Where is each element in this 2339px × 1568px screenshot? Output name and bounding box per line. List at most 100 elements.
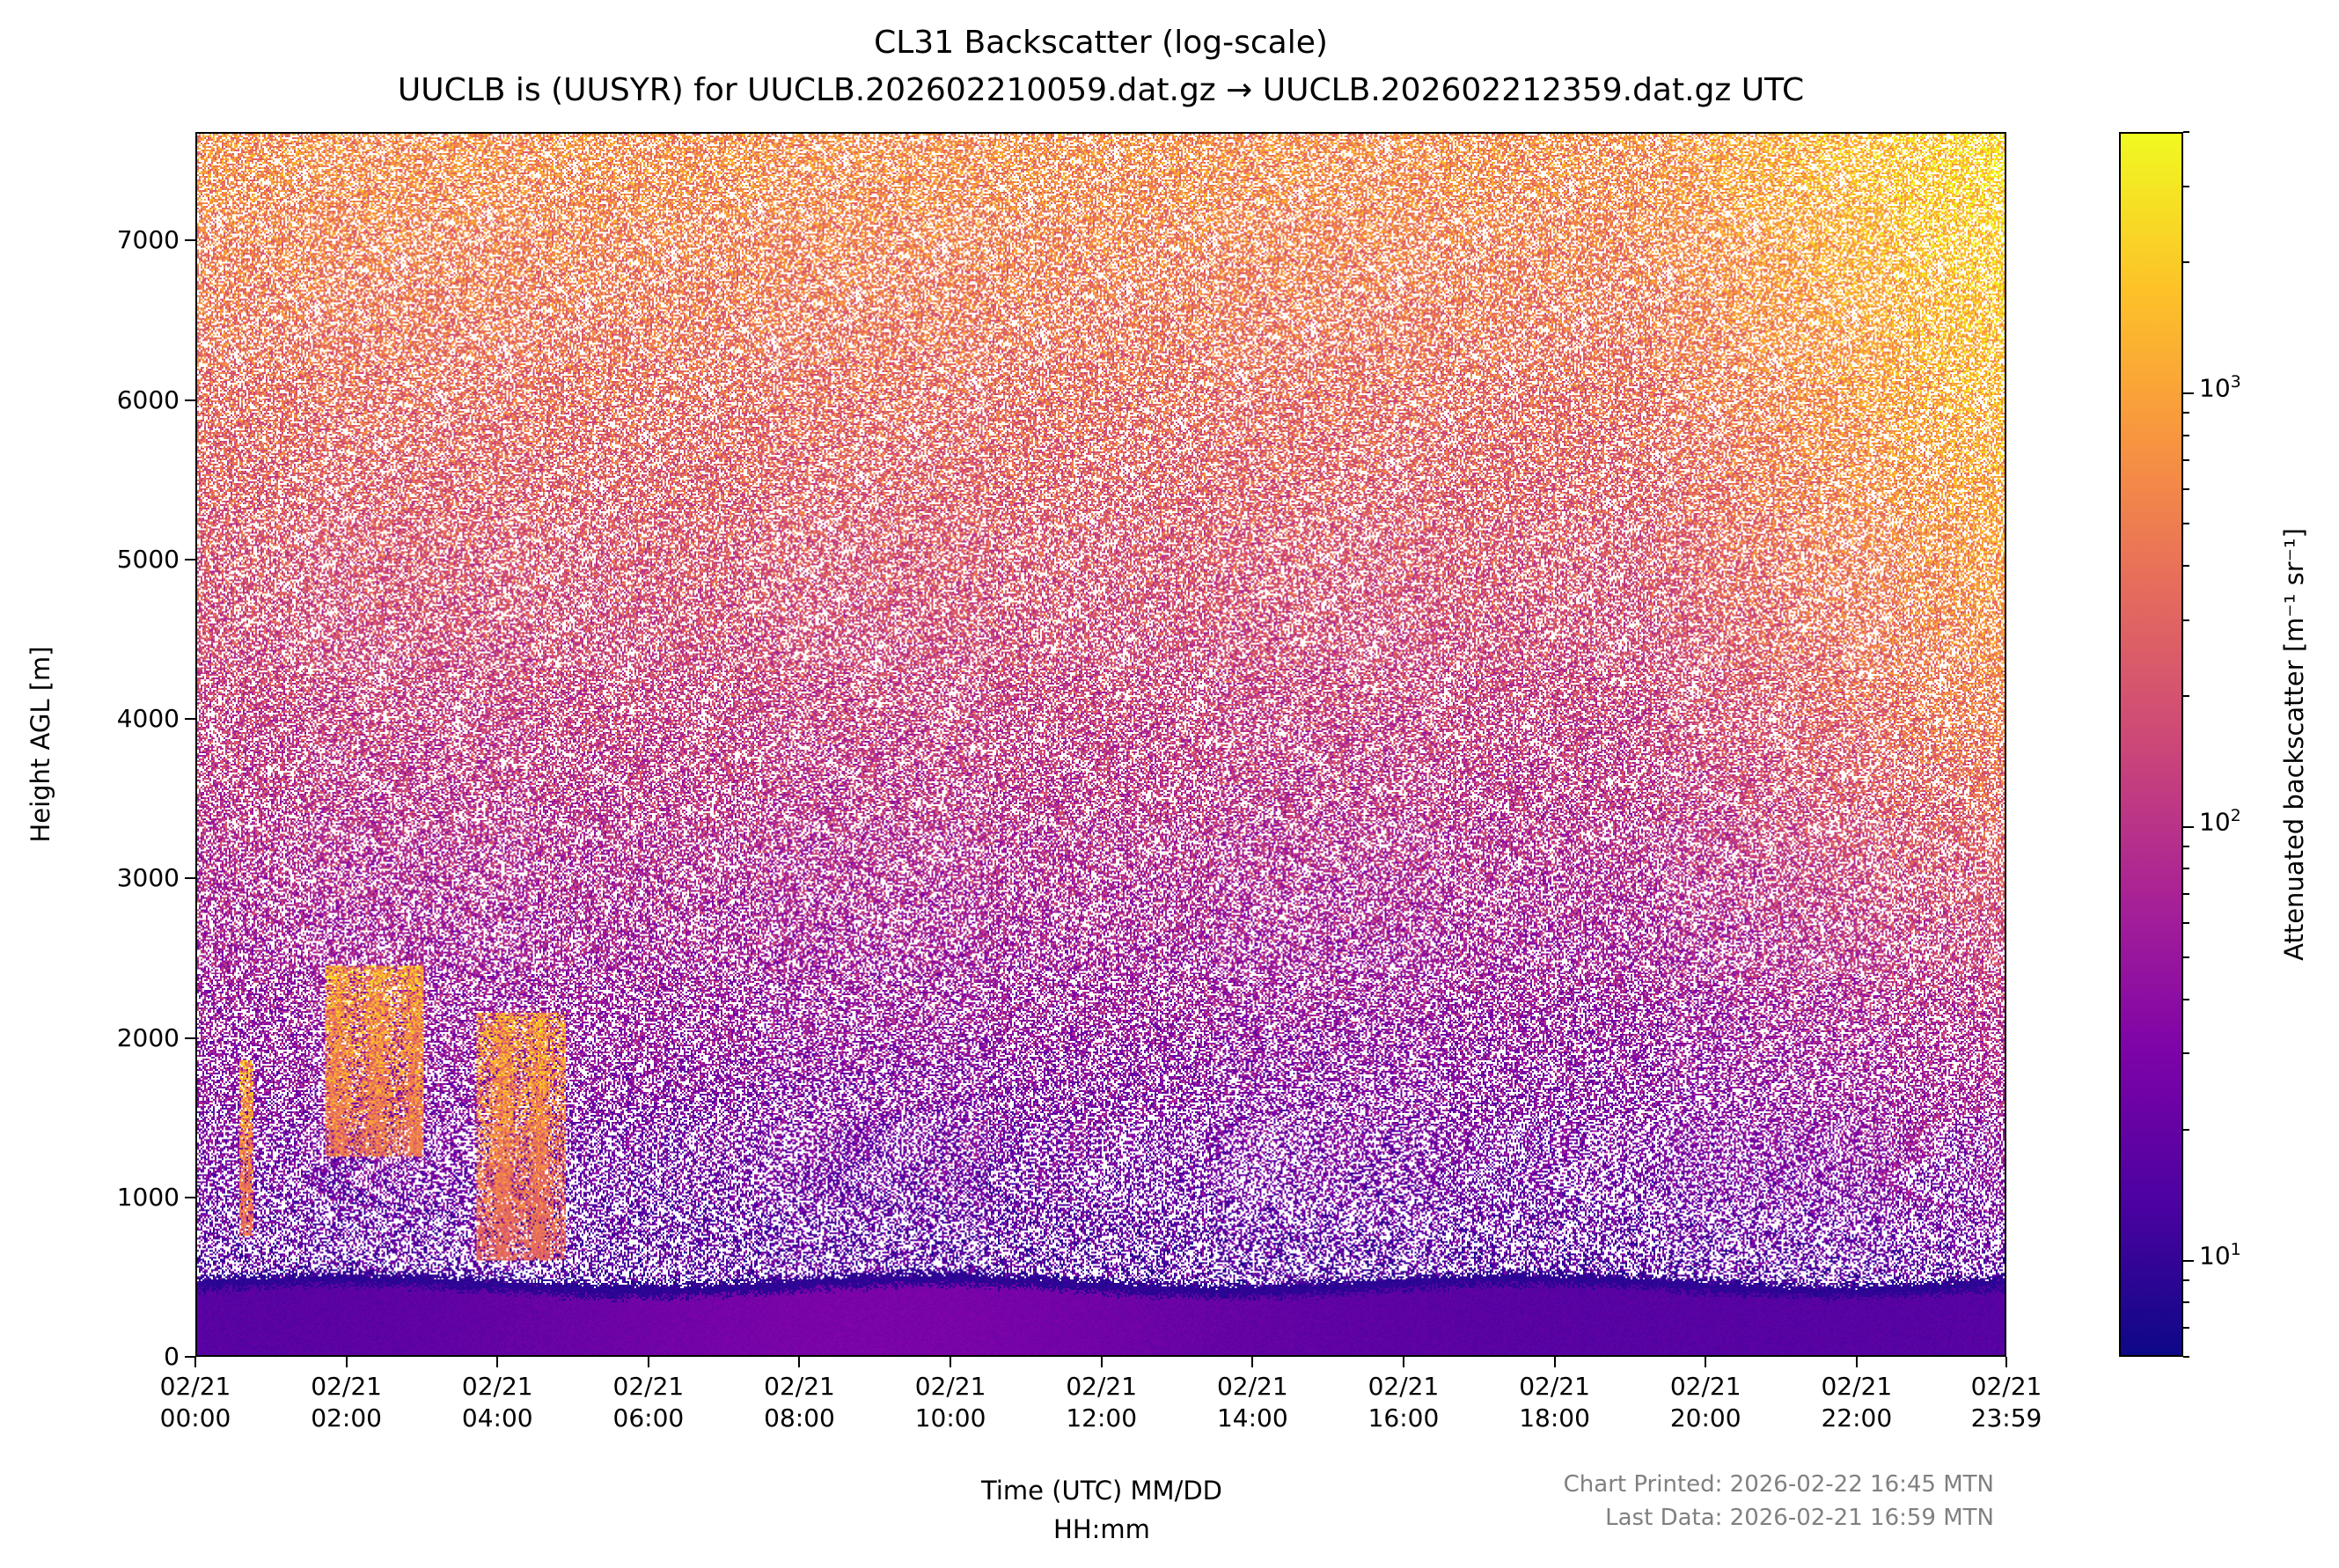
x-tick-mark xyxy=(647,1357,649,1367)
colorbar-major-tick xyxy=(2183,1259,2194,1262)
colorbar-minor-tick xyxy=(2183,846,2189,848)
x-tick-date: 02/21 xyxy=(159,1372,231,1401)
chart-subtitle: UUCLB is (UUSYR) for UUCLB.202602210059.… xyxy=(397,72,1805,108)
y-tick-label: 5000 xyxy=(116,544,180,574)
y-tick-label: 6000 xyxy=(116,385,180,414)
x-tick-mark xyxy=(1705,1357,1707,1367)
colorbar-minor-tick xyxy=(2183,1326,2189,1329)
x-tick-mark xyxy=(345,1357,348,1367)
colorbar-minor-tick xyxy=(2183,261,2189,264)
y-tick-mark xyxy=(185,558,195,561)
tick-exponent: 2 xyxy=(2230,805,2241,825)
colorbar-minor-tick xyxy=(2183,695,2189,698)
x-tick-label: 02/21 10:00 xyxy=(889,1371,1012,1434)
x-tick-mark xyxy=(194,1357,196,1367)
tick-base: 10 xyxy=(2199,1240,2231,1270)
x-tick-time: 00:00 xyxy=(159,1403,231,1432)
x-tick-date: 02/21 xyxy=(1669,1372,1741,1401)
colorbar-major-tick xyxy=(2183,825,2194,828)
chart-title: CL31 Backscatter (log-scale) xyxy=(874,25,1328,61)
x-tick-date: 02/21 xyxy=(1066,1372,1138,1401)
colorbar-minor-tick xyxy=(2183,998,2189,1000)
y-tick-label: 4000 xyxy=(116,704,180,733)
tick-exponent: 1 xyxy=(2230,1239,2241,1259)
x-tick-label: 02/21 06:00 xyxy=(587,1371,710,1434)
plot-area xyxy=(195,132,2006,1357)
y-tick-mark xyxy=(185,1356,195,1358)
y-tick-mark xyxy=(185,399,195,401)
colorbar-minor-tick xyxy=(2183,956,2189,959)
x-axis-label-line1: Time (UTC) MM/DD xyxy=(981,1476,1222,1506)
x-tick-mark xyxy=(1100,1357,1103,1367)
colorbar-minor-tick xyxy=(2183,1356,2189,1358)
colorbar-minor-tick xyxy=(2183,1301,2189,1304)
x-tick-label: 02/21 16:00 xyxy=(1342,1371,1465,1434)
colorbar xyxy=(2119,132,2183,1357)
colorbar-minor-tick xyxy=(2183,1279,2189,1282)
colorbar-minor-tick xyxy=(2183,459,2189,462)
y-tick-label: 1000 xyxy=(116,1182,180,1212)
x-tick-mark xyxy=(496,1357,499,1367)
colorbar-label: Attenuated backscatter [m⁻¹ sr⁻¹] xyxy=(2279,528,2309,961)
colorbar-minor-tick xyxy=(2183,1052,2189,1055)
x-axis-label-line2: HH:mm xyxy=(1053,1514,1150,1544)
x-tick-date: 02/21 xyxy=(764,1372,835,1401)
colorbar-minor-tick xyxy=(2183,1129,2189,1132)
x-tick-mark xyxy=(1553,1357,1556,1367)
tick-base: 10 xyxy=(2199,373,2231,403)
tick-exponent: 3 xyxy=(2230,371,2241,392)
y-tick-mark xyxy=(185,1037,195,1039)
y-tick-label: 0 xyxy=(164,1342,180,1371)
x-tick-time: 23:59 xyxy=(1970,1403,2042,1432)
x-tick-mark xyxy=(798,1357,801,1367)
y-tick-mark xyxy=(185,1196,195,1198)
x-tick-date: 02/21 xyxy=(612,1372,685,1401)
colorbar-tick-label: 103 xyxy=(2199,372,2241,402)
x-tick-time: 18:00 xyxy=(1519,1403,1590,1432)
y-axis-label: Height AGL [m] xyxy=(26,646,55,843)
backscatter-heatmap xyxy=(197,134,2005,1355)
colorbar-minor-tick xyxy=(2183,893,2189,896)
colorbar-minor-tick xyxy=(2183,922,2189,925)
x-tick-time: 16:00 xyxy=(1367,1403,1440,1432)
colorbar-tick-label: 101 xyxy=(2199,1240,2241,1270)
colorbar-minor-tick xyxy=(2183,619,2189,621)
x-tick-date: 02/21 xyxy=(1216,1372,1288,1401)
tick-base: 10 xyxy=(2199,807,2231,837)
x-tick-mark xyxy=(1855,1357,1858,1367)
y-tick-mark xyxy=(185,877,195,880)
x-tick-label: 02/21 04:00 xyxy=(436,1371,559,1434)
y-tick-label: 7000 xyxy=(116,225,180,255)
colorbar-minor-tick xyxy=(2183,131,2189,133)
x-tick-time: 20:00 xyxy=(1669,1403,1741,1432)
y-tick-label: 3000 xyxy=(116,863,180,893)
x-tick-date: 02/21 xyxy=(311,1372,382,1401)
x-tick-mark xyxy=(2005,1357,2007,1367)
colorbar-major-tick xyxy=(2183,392,2194,394)
x-tick-label: 02/21 12:00 xyxy=(1040,1371,1163,1434)
colorbar-minor-tick xyxy=(2183,434,2189,436)
x-tick-date: 02/21 xyxy=(1367,1372,1440,1401)
colorbar-minor-tick xyxy=(2183,868,2189,870)
x-tick-mark xyxy=(950,1357,952,1367)
x-tick-date: 02/21 xyxy=(1519,1372,1590,1401)
y-tick-mark xyxy=(185,718,195,720)
x-tick-label: 02/21 02:00 xyxy=(285,1371,408,1434)
x-tick-date: 02/21 xyxy=(914,1372,986,1401)
x-tick-time: 08:00 xyxy=(764,1403,835,1432)
y-tick-label: 2000 xyxy=(116,1022,180,1052)
x-tick-time: 06:00 xyxy=(612,1403,685,1432)
x-tick-time: 12:00 xyxy=(1066,1403,1138,1432)
colorbar-minor-tick xyxy=(2183,564,2189,567)
y-tick-mark xyxy=(185,239,195,242)
x-tick-label: 02/21 20:00 xyxy=(1644,1371,1767,1434)
x-tick-label: 02/21 18:00 xyxy=(1493,1371,1617,1434)
colorbar-minor-tick xyxy=(2183,185,2189,187)
colorbar-tick-label: 102 xyxy=(2199,806,2241,836)
x-tick-time: 22:00 xyxy=(1821,1403,1893,1432)
colorbar-minor-tick xyxy=(2183,488,2189,491)
x-tick-time: 14:00 xyxy=(1216,1403,1288,1432)
x-tick-date: 02/21 xyxy=(461,1372,533,1401)
x-tick-label: 02/21 23:59 xyxy=(1945,1371,2068,1434)
x-tick-time: 10:00 xyxy=(914,1403,986,1432)
